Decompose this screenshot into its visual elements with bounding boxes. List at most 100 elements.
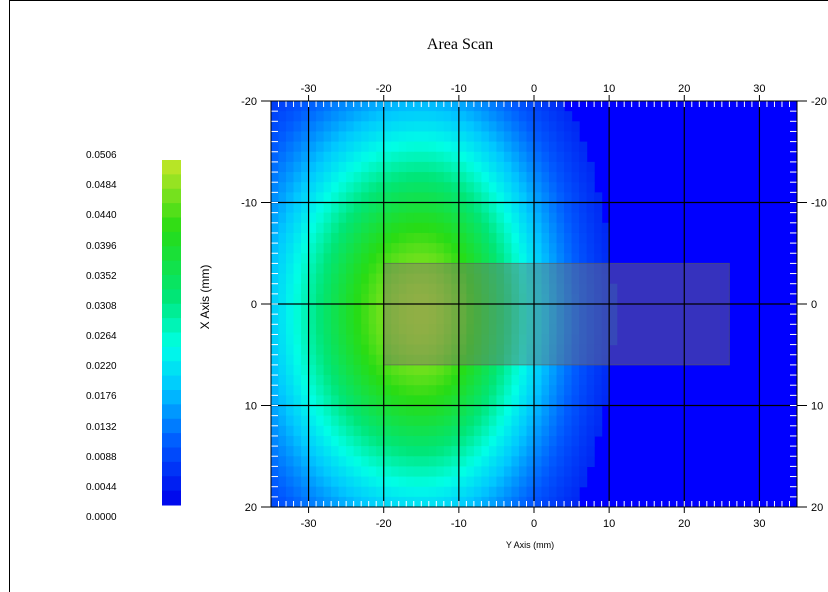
heatmap-cell	[488, 202, 498, 214]
heatmap-cell	[398, 425, 407, 437]
heatmap-cell	[466, 446, 475, 457]
heatmap-cell	[526, 161, 535, 173]
heatmap-cell	[541, 182, 550, 193]
heatmap-cell	[368, 182, 377, 193]
heatmap-cell	[353, 496, 362, 508]
heatmap-cell	[368, 385, 377, 396]
heatmap-cell	[286, 263, 295, 275]
heatmap-cell	[451, 446, 460, 457]
heatmap-cell	[323, 111, 332, 122]
heatmap-cell	[503, 375, 513, 386]
heatmap-cell	[526, 385, 535, 396]
heatmap-cell	[534, 192, 543, 204]
heatmap-cell	[496, 334, 505, 346]
heatmap-cell	[353, 121, 362, 133]
heatmap-cell	[353, 354, 362, 366]
heatmap-cell	[346, 456, 355, 467]
heatmap-cell	[323, 151, 332, 163]
heatmap-cell	[353, 466, 362, 478]
heatmap-cell	[458, 222, 467, 234]
heatmap-cell	[413, 161, 422, 173]
heatmap-cell	[278, 354, 287, 366]
heatmap-cell	[571, 415, 580, 427]
heatmap-cell	[436, 101, 445, 112]
heatmap-cell	[503, 354, 513, 366]
heatmap-cell	[331, 375, 340, 386]
heatmap-cell	[346, 304, 355, 315]
heatmap-cell	[488, 212, 498, 224]
heatmap-cell	[331, 354, 340, 366]
heatmap-cell	[496, 344, 505, 356]
heatmap-cell	[579, 141, 588, 153]
heatmap-cell	[293, 121, 302, 133]
heatmap-cell	[526, 141, 535, 153]
heatmap-cell	[286, 334, 295, 346]
heatmap-cell	[451, 283, 460, 295]
heatmap-cell	[451, 364, 460, 376]
heatmap-cell	[541, 375, 550, 386]
heatmap-cell	[526, 101, 535, 112]
heatmap-cell	[458, 395, 467, 407]
heatmap-cell	[346, 151, 355, 163]
heatmap-cell	[556, 324, 565, 336]
heatmap-cell	[376, 314, 385, 325]
x-tick-label-top: 10	[603, 83, 615, 95]
heatmap-cell	[368, 141, 377, 153]
heatmap-cell	[376, 425, 385, 437]
heatmap-cell	[331, 253, 340, 264]
heatmap-cell	[503, 496, 513, 508]
heatmap-cell	[338, 344, 347, 356]
heatmap-cell	[586, 314, 595, 325]
heatmap-cell	[564, 496, 573, 508]
heatmap-cell	[541, 161, 550, 173]
heatmap-cell	[301, 415, 310, 427]
heatmap-cell	[331, 304, 340, 315]
heatmap-cell	[481, 202, 490, 214]
heatmap-cell	[571, 202, 580, 214]
heatmap-cell	[571, 253, 580, 264]
heatmap-cell	[518, 385, 528, 396]
heatmap-cell	[323, 304, 332, 315]
heatmap-cell	[443, 161, 452, 173]
x-tick-label-bottom: 0	[531, 518, 537, 530]
heatmap-cell	[579, 273, 588, 285]
heatmap-cell	[346, 182, 355, 193]
heatmap-cell	[368, 395, 377, 407]
heatmap-cell	[549, 212, 558, 224]
heatmap-cell	[451, 161, 460, 173]
heatmap-cell	[571, 344, 580, 356]
heatmap-cell	[496, 456, 505, 467]
x-tick-label-bottom: -10	[451, 518, 467, 530]
heatmap-cell	[436, 486, 445, 498]
heatmap-cell	[534, 101, 543, 112]
heatmap-cell	[406, 476, 415, 488]
heatmap-cell	[413, 212, 422, 224]
heatmap-cell	[503, 324, 513, 336]
heatmap-cell	[549, 324, 558, 336]
heatmap-cell	[323, 364, 332, 376]
heatmap-cell	[481, 283, 490, 295]
heatmap-cell	[368, 243, 377, 254]
heatmap-cell	[511, 263, 520, 275]
heatmap-cell	[323, 334, 332, 346]
heatmap-cell	[286, 466, 295, 478]
heatmap-cell	[503, 101, 513, 112]
heatmap-cell	[308, 385, 317, 396]
heatmap-cell	[503, 161, 513, 173]
heatmap-cell	[331, 364, 340, 376]
heatmap-cell	[308, 111, 317, 122]
heatmap-cell	[436, 121, 445, 133]
heatmap-cell	[526, 304, 535, 315]
heatmap-cell	[549, 466, 558, 478]
heatmap-cell	[579, 263, 588, 275]
heatmap-cell	[338, 293, 347, 305]
heatmap-cell	[564, 202, 573, 214]
y-tick-label-right: -20	[811, 96, 827, 108]
heatmap-cell	[391, 172, 400, 183]
heatmap-cell	[391, 456, 400, 467]
heatmap-cell	[421, 354, 430, 366]
heatmap-cell	[458, 375, 467, 386]
heatmap-cell	[406, 314, 415, 325]
heatmap-cell	[278, 405, 287, 417]
heatmap-cell	[271, 141, 280, 153]
